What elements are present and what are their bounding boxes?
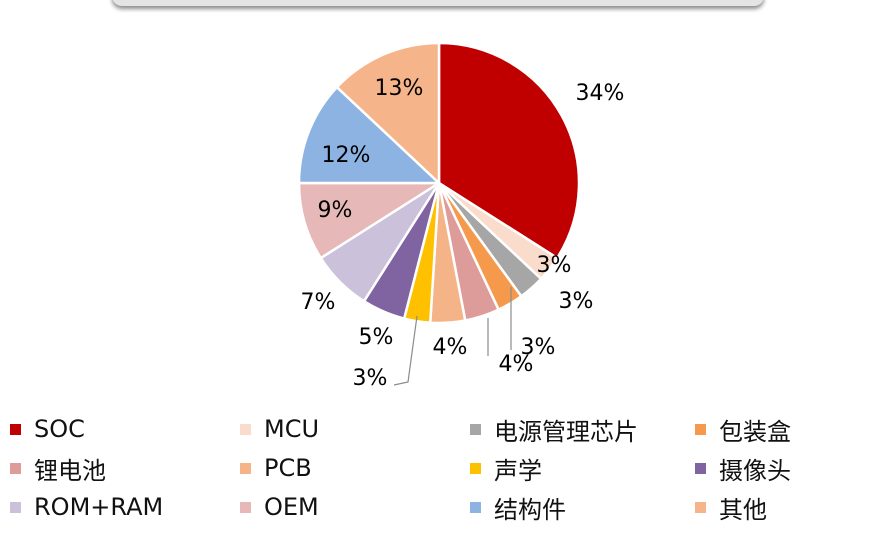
legend-swatch <box>695 423 706 435</box>
slice-data-label-9: 7% <box>301 290 336 315</box>
legend-swatch <box>10 501 21 513</box>
slice-data-label-11: 12% <box>322 143 371 168</box>
slice-data-label-12: 13% <box>375 76 424 101</box>
pie-slice-10 <box>297 181 441 260</box>
legend-swatch <box>695 501 706 513</box>
top-frame-bar <box>112 0 764 6</box>
legend-swatch <box>470 462 481 474</box>
legend-item-2: MCU <box>240 414 470 444</box>
legend-label: 锂电池 <box>34 456 106 485</box>
legend-swatch <box>10 423 21 435</box>
pie-slice-12 <box>335 41 441 185</box>
slice-labels: 34%3%3%3%4%4%3%5%7%9%12%13% <box>301 76 625 391</box>
slice-data-label-6: 4% <box>433 335 468 360</box>
legend-label: PCB <box>264 454 312 482</box>
legend-swatch <box>240 423 251 435</box>
slice-data-label-2: 3% <box>537 253 572 278</box>
legend-label: SOC <box>34 415 85 443</box>
legend-item-10: OEM <box>240 492 470 522</box>
legend-item-12: 其他 <box>695 492 870 524</box>
slice-data-label-1: 34% <box>576 81 625 106</box>
legend-label: 其他 <box>719 495 767 524</box>
legend-item-4: 包装盒 <box>695 414 870 446</box>
slice-data-label-8: 5% <box>359 325 394 350</box>
chart-legend: SOC MCU 电源管理芯片 包装盒锂电池 PCB 声学 摄像头 ROM+RAM OEM 结构件 其… <box>10 414 870 524</box>
legend-label: OEM <box>264 493 319 521</box>
legend-label: 包装盒 <box>719 417 791 446</box>
legend-item-5: 锂电池 <box>10 453 240 485</box>
legend-swatch <box>695 462 706 474</box>
legend-item-8: 摄像头 <box>695 453 870 485</box>
legend-item-9: ROM+RAM <box>10 492 240 522</box>
legend-item-11: 结构件 <box>470 492 695 524</box>
leader-line-7 <box>393 315 418 386</box>
legend-label: 声学 <box>494 456 542 485</box>
legend-label: 摄像头 <box>719 456 791 485</box>
legend-label: 电源管理芯片 <box>494 417 638 446</box>
legend-item-7: 声学 <box>470 453 695 485</box>
legend-swatch <box>240 501 251 513</box>
legend-swatch <box>10 462 21 474</box>
slice-data-label-5: 4% <box>499 352 534 377</box>
legend-swatch <box>470 423 481 435</box>
pie-slice-11 <box>297 85 441 185</box>
pie-slices <box>297 41 581 325</box>
legend-label: ROM+RAM <box>34 493 164 521</box>
slice-data-label-10: 9% <box>318 198 353 223</box>
leader-lines <box>393 287 512 386</box>
legend-label: MCU <box>264 415 320 443</box>
slice-data-label-4: 3% <box>521 335 556 360</box>
legend-label: 结构件 <box>494 495 566 524</box>
legend-swatch <box>470 501 481 513</box>
slice-data-label-3: 3% <box>559 289 594 314</box>
legend-swatch <box>240 462 251 474</box>
legend-item-3: 电源管理芯片 <box>470 414 695 446</box>
legend-item-1: SOC <box>10 414 240 444</box>
slice-data-label-7: 3% <box>353 366 388 391</box>
legend-item-6: PCB <box>240 453 470 483</box>
